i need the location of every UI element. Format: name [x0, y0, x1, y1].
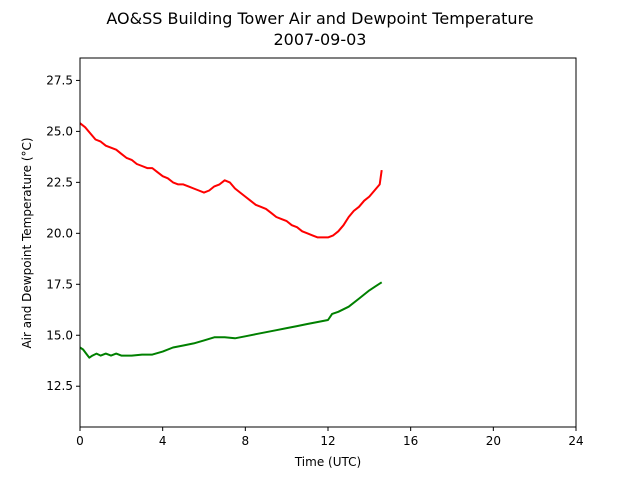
plot-lines [79, 122, 383, 359]
x-axis-label: Time (UTC) [294, 455, 361, 469]
y-tick-label: 20.0 [46, 226, 73, 240]
y-tick-label: 15.0 [46, 328, 73, 342]
chart-title: AO&SS Building Tower Air and Dewpoint Te… [106, 9, 533, 28]
x-tick-label: 0 [76, 434, 84, 448]
x-axis: 0 4 8 12 16 20 24 [76, 427, 584, 448]
y-tick-label: 12.5 [46, 379, 73, 393]
y-tick-label: 22.5 [46, 175, 73, 189]
chart-subtitle: 2007-09-03 [274, 30, 367, 49]
x-tick-label: 4 [159, 434, 167, 448]
y-tick-label: 27.5 [46, 73, 73, 87]
x-tick-label: 12 [320, 434, 335, 448]
series-line-2 [79, 281, 383, 359]
y-axis: 12.5 15.0 17.5 20.0 22.5 25.0 27.5 [46, 73, 80, 393]
y-tick-label: 25.0 [46, 124, 73, 138]
series-line-1 [79, 122, 383, 239]
plot-frame [79, 57, 577, 428]
y-axis-label: Air and Dewpoint Temperature (°C) [20, 137, 34, 348]
y-tick-label: 17.5 [46, 277, 73, 291]
x-tick-label: 20 [486, 434, 501, 448]
x-tick-label: 8 [242, 434, 250, 448]
x-tick-label: 16 [403, 434, 418, 448]
x-tick-label: 24 [568, 434, 583, 448]
